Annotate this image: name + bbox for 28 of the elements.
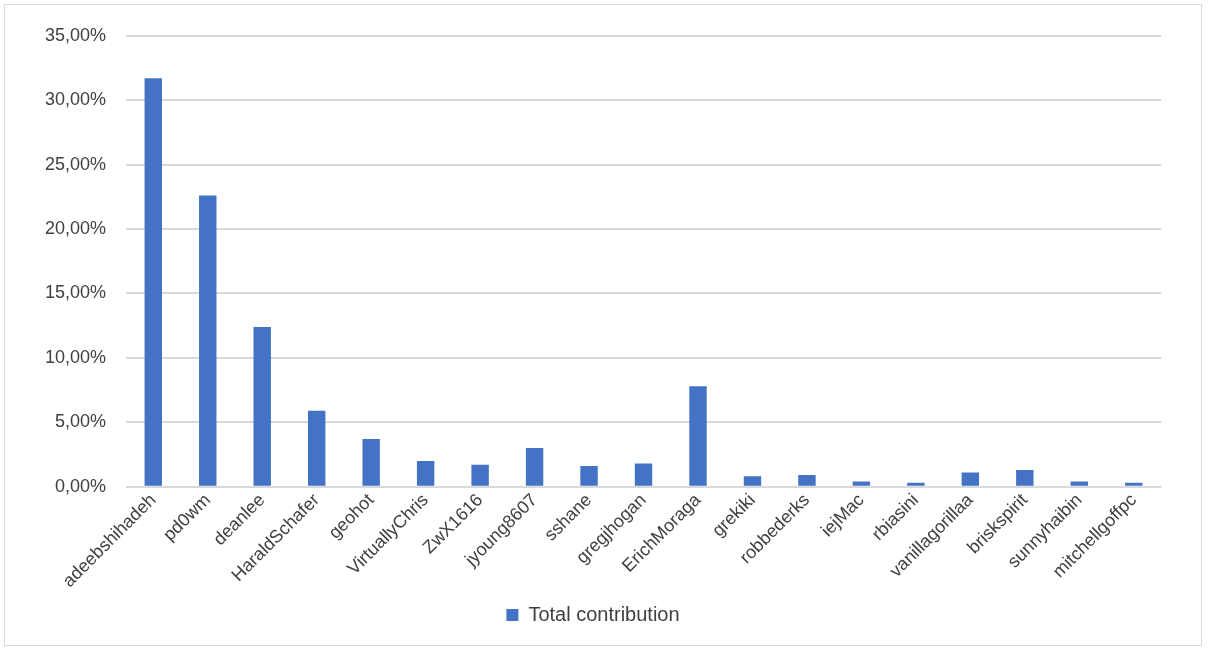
bar: [1125, 482, 1143, 486]
bar: [689, 386, 707, 486]
bar: [416, 460, 435, 486]
bar: [471, 464, 489, 486]
bar: [634, 463, 653, 486]
bar: [907, 482, 925, 486]
y-tick-label: 20,00%: [44, 218, 107, 238]
y-tick-label: 25,00%: [44, 153, 107, 174]
bar: [1016, 469, 1034, 486]
bar: [362, 439, 380, 486]
bar: [798, 475, 816, 486]
y-tick-label: 30,00%: [44, 89, 107, 110]
y-tick-label: 35,00%: [44, 24, 107, 45]
bar: [199, 195, 217, 486]
bar: [253, 326, 271, 486]
bar: [961, 472, 980, 486]
bar: [852, 481, 871, 486]
y-tick-label: 0,00%: [55, 475, 107, 496]
y-tick-label: 10,00%: [44, 346, 107, 367]
bar: [580, 466, 598, 486]
bar: [525, 448, 544, 486]
bar: [307, 410, 326, 486]
bar: [1070, 481, 1089, 486]
legend-label: Total contribution: [528, 602, 680, 625]
y-tick-label: 5,00%: [55, 411, 107, 432]
bar: [144, 78, 162, 486]
bar: [743, 476, 762, 486]
y-tick-label: 15,00%: [44, 282, 107, 303]
